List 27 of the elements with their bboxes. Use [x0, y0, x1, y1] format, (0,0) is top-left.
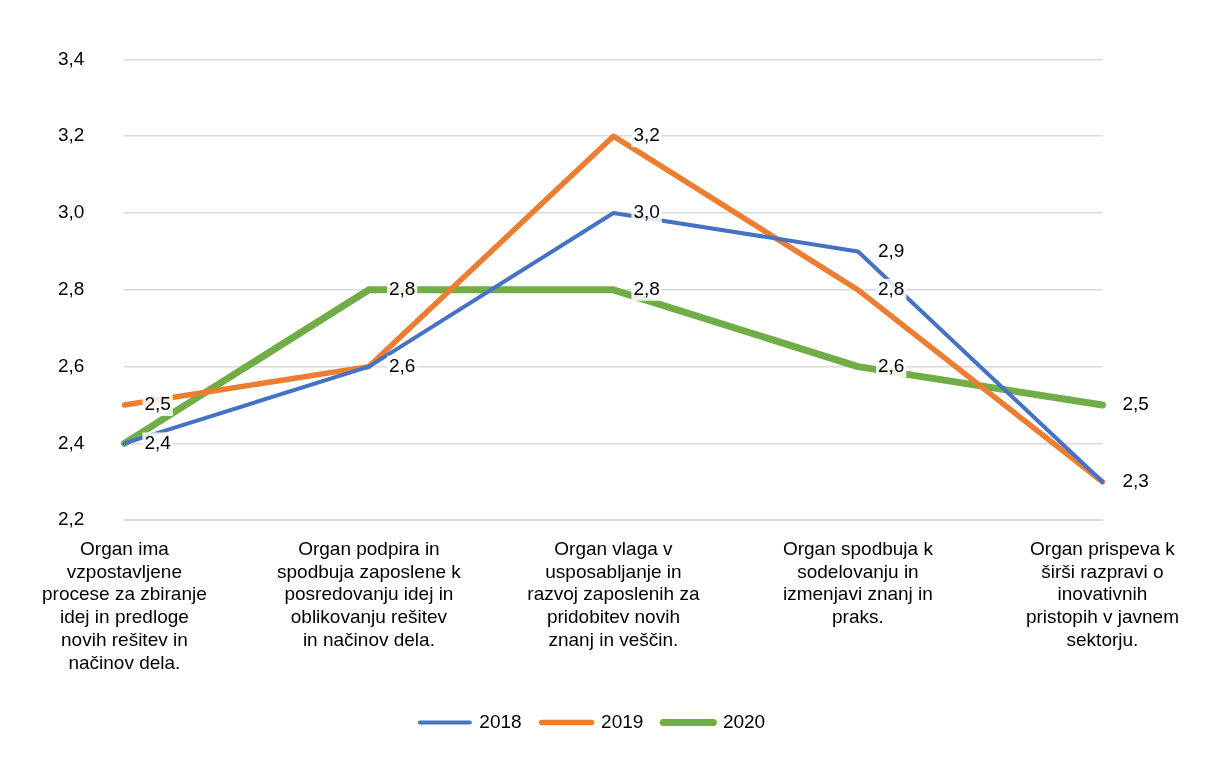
- data-label: 2,3: [1122, 470, 1149, 492]
- data-label: 3,0: [633, 201, 660, 223]
- x-tick-label: Organ spodbuja k sodelovanju in izmenjavi znanj in praks.: [782, 537, 934, 628]
- data-label: 2,8: [877, 278, 905, 300]
- x-tick-label: Organ ima vzpostavljene procese za zbiranje idej in predloge novih rešitev in načinov dela.: [42, 537, 207, 673]
- data-label: 2,8: [388, 278, 416, 300]
- data-label: 2,6: [877, 354, 905, 376]
- legend-label: 2020: [722, 710, 766, 732]
- data-label: 3,2: [633, 124, 660, 146]
- y-tick-label: 2,6: [57, 354, 85, 376]
- y-tick-label: 3,4: [57, 47, 85, 69]
- y-tick-label: 3,2: [57, 124, 85, 146]
- x-tick-label: Organ vlaga v usposabljanje in razvoj zaposlenih za pridobitev novih znanj in veščin.: [527, 537, 700, 651]
- legend-label: 2019: [601, 710, 644, 732]
- data-label: 2,5: [1122, 393, 1149, 415]
- y-tick-label: 2,4: [57, 431, 85, 453]
- y-tick-label: 2,2: [57, 508, 85, 530]
- y-tick-label: 2,8: [57, 278, 85, 300]
- data-label: 2,8: [633, 278, 660, 300]
- x-tick-label: Organ prispeva k širši razpravi o inovativnih pristopih v javnem sektorju.: [1025, 537, 1179, 651]
- y-tick-label: 3,0: [57, 201, 85, 223]
- data-label: 2,4: [144, 431, 172, 453]
- data-label: 2,5: [144, 393, 171, 415]
- data-label: 2,6: [388, 354, 416, 376]
- x-tick-label: Organ podpira in spodbuja zaposlene k posredovanju idej in oblikovanju rešitev in načinov dela.: [277, 537, 462, 651]
- data-label: 2,9: [877, 239, 905, 261]
- legend-label: 2018: [479, 710, 522, 732]
